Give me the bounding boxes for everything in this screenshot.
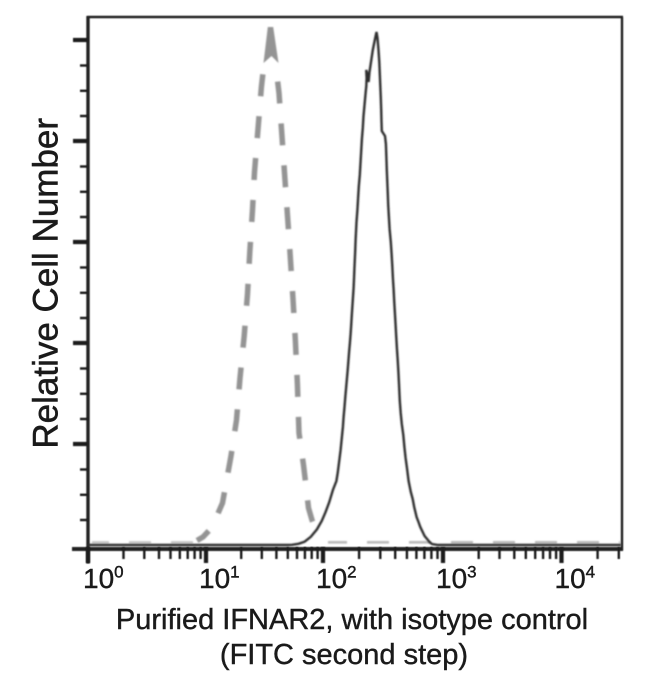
svg-text:(FITC second step): (FITC second step) [220,639,468,671]
svg-text:Purified IFNAR2, with isotype: Purified IFNAR2, with isotype control [116,604,588,636]
svg-text:Relative Cell Number: Relative Cell Number [27,118,66,449]
